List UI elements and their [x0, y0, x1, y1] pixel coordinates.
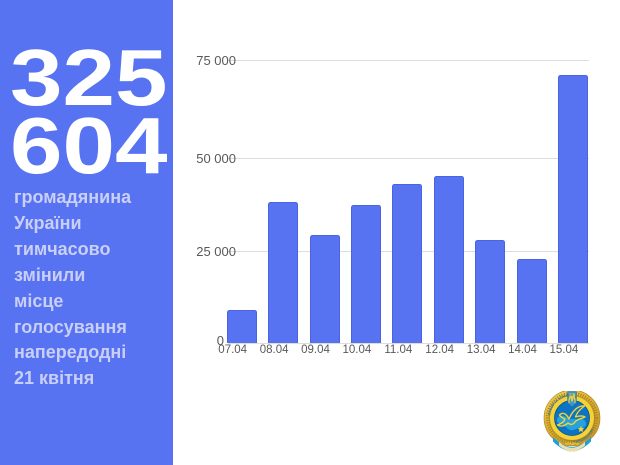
- svg-text:УКРАЇНА: УКРАЇНА: [565, 442, 580, 446]
